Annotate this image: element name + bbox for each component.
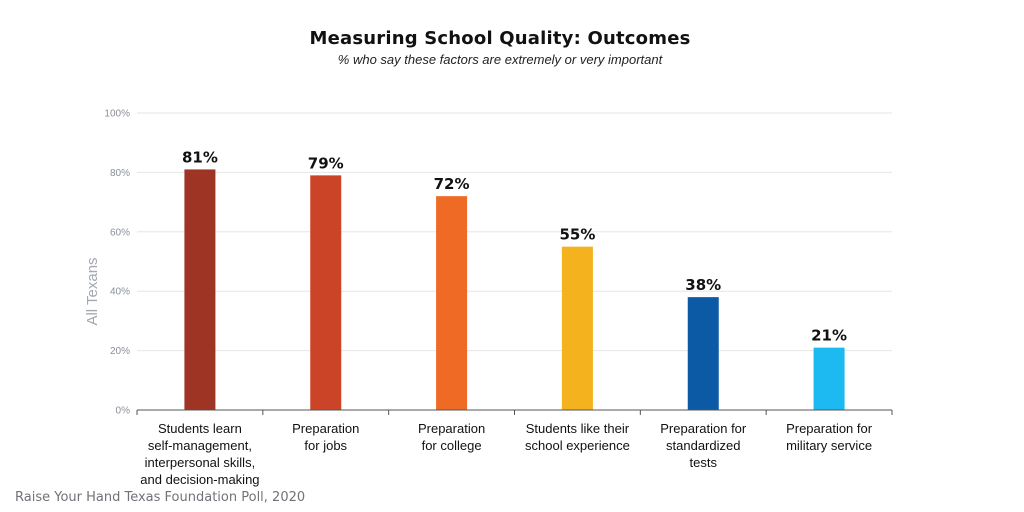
chart-subtitle: % who say these factors are extremely or…: [337, 52, 663, 67]
y-tick-label: 0%: [116, 406, 131, 417]
bar: [561, 246, 593, 410]
data-label: 21%: [811, 327, 847, 345]
y-tick-label: 20%: [110, 346, 130, 357]
bar: [687, 297, 719, 410]
y-axis-label: All Texans: [84, 257, 101, 325]
data-label: 38%: [685, 276, 721, 294]
data-label: 81%: [182, 148, 218, 166]
x-tick-label: Preparation for military service: [786, 421, 873, 453]
y-tick-label: 60%: [110, 227, 130, 238]
y-tick-label: 80%: [110, 168, 130, 179]
x-tick-label: Students like their school experience: [525, 421, 630, 453]
x-tick-label: Preparation for jobs: [292, 421, 359, 453]
data-label: 55%: [559, 226, 595, 244]
bar: [436, 196, 468, 410]
source-note: Raise Your Hand Texas Foundation Poll, 2…: [15, 490, 306, 505]
x-tick-label: Preparation for standardized tests: [660, 421, 747, 470]
data-label: 72%: [434, 175, 470, 193]
x-tick-label: Students learn self-management, interperso…: [140, 421, 259, 487]
y-tick-label: 40%: [110, 287, 130, 298]
bar: [184, 169, 216, 410]
bar: [310, 175, 342, 410]
x-tick-label: Preparation for college: [418, 421, 485, 453]
chart-title: Measuring School Quality: Outcomes: [309, 28, 691, 49]
y-tick-label: 100%: [104, 109, 130, 120]
data-label: 79%: [308, 154, 344, 172]
bar: [813, 347, 845, 410]
